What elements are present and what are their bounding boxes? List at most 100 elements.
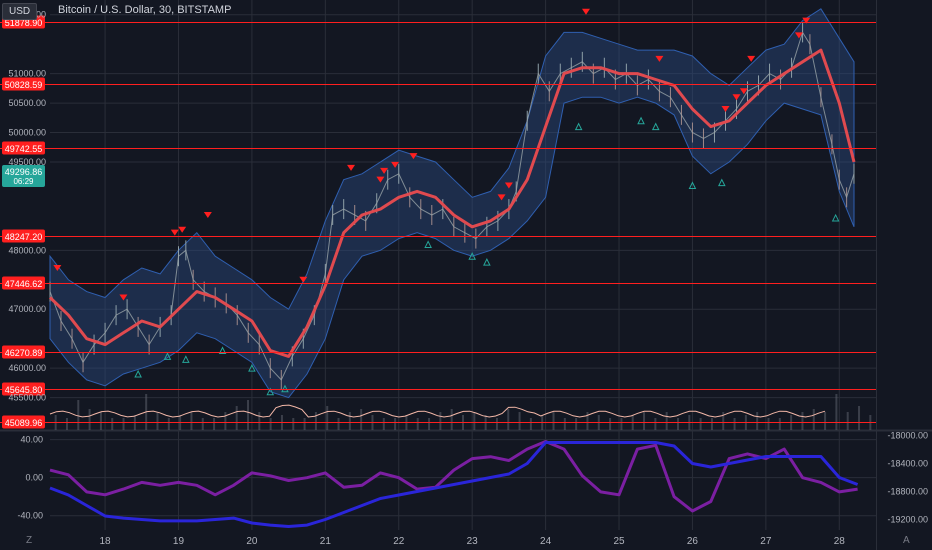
volume-bar [495,418,498,430]
buy-marker [651,122,660,131]
volume-bar [676,418,679,430]
volume-bar [292,418,295,430]
price-close-line [49,31,855,381]
level-label: 48247.20 [5,232,43,242]
volume-bar [303,418,306,430]
volume-bar [733,418,736,430]
currency-button[interactable]: USD [2,3,38,20]
volume-bar [247,400,250,430]
sell-marker [170,229,179,236]
volume-bar [473,412,476,430]
volume-bar [586,412,589,430]
buy-marker [134,369,142,378]
sell-marker [299,276,308,283]
volume-bar [416,418,419,430]
sell-marker [119,294,128,301]
volume-bar [314,412,317,430]
price-axis-label: 45500.00 [8,393,46,403]
volume-bar [190,412,193,430]
volume-average-line [49,404,826,418]
buy-marker [281,384,289,393]
volume-bar [88,409,91,430]
oscillator-left-axis: 40.00 0.00 -40.00 [17,435,43,521]
volume-bar [77,400,80,430]
corner-label-right[interactable]: A [903,535,910,546]
volume-bar [563,418,566,430]
time-axis-label: 18 [100,536,112,547]
sell-marker [391,161,400,168]
sell-marker [409,153,418,160]
volume-bar [360,409,363,430]
buy-marker [468,252,476,260]
volume-bar [450,409,453,430]
sell-marker [53,265,62,272]
sell-marker [380,167,389,174]
time-axis-label: 28 [834,536,846,547]
sell-marker [721,105,730,112]
price-axis-label: 47000.00 [8,304,46,314]
volume-bar [99,412,102,430]
level-label: 50828.59 [5,80,43,90]
volume-bar [552,412,555,430]
sell-marker [655,55,664,62]
level-label: 46270.89 [5,348,43,358]
volume-bar [699,418,702,430]
oscillator-right-label: -19200.00 [887,515,928,525]
sell-signals [53,8,811,301]
volume-bar [778,418,781,430]
sell-marker [504,182,513,189]
chart-title: Bitcoin / U.S. Dollar, 30, BITSTAMP [58,4,232,16]
buy-marker [163,352,172,360]
volume-bar [858,406,861,430]
volume-bar [428,418,431,430]
sell-marker [178,226,187,233]
volume-bar [609,418,612,430]
volume-bar [111,418,114,430]
level-badge [2,77,45,91]
support-resistance-levels: 5251878.9050828.5949742.5548247.2047446.… [0,15,876,429]
sell-marker [802,17,811,24]
level-label: 49742.55 [5,144,43,154]
corner-label-left[interactable]: Z [26,535,33,546]
sell-marker [581,8,590,15]
time-axis-label: 25 [613,536,625,547]
volume-bar [654,418,657,430]
volume-bar [213,418,216,430]
price-axis-label: 51000.00 [8,69,46,79]
volume-bar [665,412,668,430]
oscillator-right-label: -18400.00 [887,459,928,469]
oscillator-purple-line [49,440,858,513]
buy-marker [266,387,275,396]
envelope-band [49,8,855,399]
sell-marker [739,88,748,95]
buy-marker [688,181,697,190]
buy-marker [831,213,840,222]
oscillator-right-label: -18800.00 [887,487,928,497]
last-price-label: 49296.86 [5,167,43,177]
sell-marker [497,194,506,201]
volume-bar [167,418,170,430]
time-axis-label: 21 [320,536,332,547]
time-axis-label: 19 [173,536,185,547]
buy-marker [218,346,227,354]
oscillator-left-label: -40.00 [17,511,43,521]
sell-marker [347,164,356,171]
volume-bar [326,406,329,430]
volume-bar [156,412,159,430]
sell-marker [794,32,803,39]
oscillator-left-label: 40.00 [20,435,43,445]
volume-bar [122,418,125,430]
sell-marker [747,55,756,62]
price-axis-label: 49500.00 [8,157,46,167]
volume-bar [812,409,815,430]
oscillator-blue-line [49,441,859,528]
last-price-badge [2,164,45,187]
volume-bar [507,409,510,430]
time-axis-labels: 18 19 20 21 22 23 24 25 26 27 28 [100,536,846,547]
volume-bar [439,412,442,430]
volume-bar [337,418,340,430]
volume-bar [824,412,827,430]
volume-bar [710,418,713,430]
oscillator-right-label: -18000.00 [887,431,928,441]
